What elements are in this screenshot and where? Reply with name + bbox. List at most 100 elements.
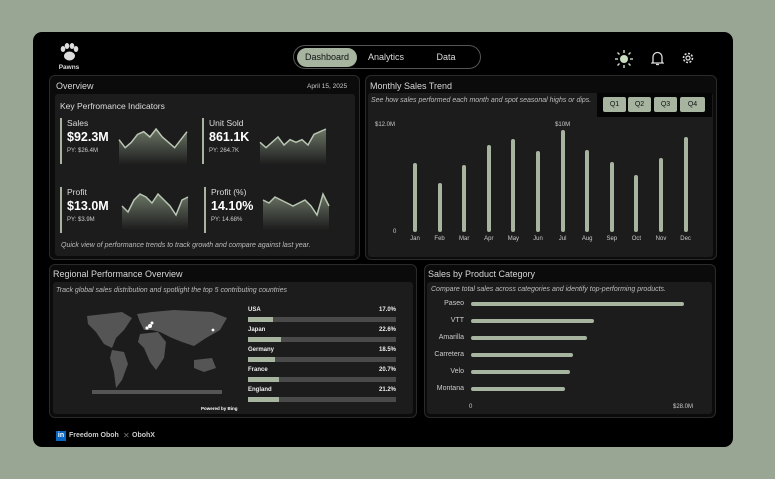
- linkedin-name[interactable]: Freedom Oboh: [69, 432, 119, 439]
- q2-button[interactable]: Q2: [628, 97, 651, 112]
- x-tick-max: $28.0M: [673, 404, 694, 410]
- bar-jul[interactable]: [560, 130, 565, 232]
- y-tick-zero: 0: [393, 229, 397, 235]
- sparkline-line: [259, 128, 327, 149]
- kpi-units: Unit Sold 861.1K PY: 264.7K: [202, 118, 249, 164]
- bar-carretera[interactable]: [471, 353, 573, 357]
- country-name: England: [248, 387, 272, 393]
- country-bar-fill: [248, 357, 276, 362]
- monthly-title: Monthly Sales Trend: [370, 81, 453, 91]
- monthly-subtitle: See how sales performed each month and s…: [371, 97, 592, 104]
- data-label: $10M: [555, 122, 571, 128]
- world-map[interactable]: [82, 308, 232, 396]
- monthly-card: [368, 93, 713, 257]
- profit-pct-sparkline: [262, 191, 330, 230]
- sparkline-line: [118, 127, 188, 149]
- kpi-footer-note: Quick view of performance trends to trac…: [61, 242, 311, 249]
- kpi-label: Sales: [67, 118, 89, 128]
- map-marker-japan: [211, 328, 215, 332]
- category-label: Paseo: [444, 300, 464, 307]
- bar-velo[interactable]: [471, 370, 570, 374]
- regional-title: Regional Performance Overview: [53, 269, 183, 279]
- country-bar-track: [248, 357, 396, 362]
- country-row[interactable]: Japan 22.6%: [248, 327, 396, 342]
- tab-data[interactable]: Data: [436, 52, 456, 62]
- overview-title: Overview: [56, 81, 94, 91]
- tab-dashboard[interactable]: Dashboard: [297, 48, 357, 67]
- bar-amarilla[interactable]: [471, 336, 588, 340]
- bar-feb[interactable]: [437, 182, 442, 232]
- x-tick-label: Nov: [655, 236, 667, 242]
- bar-vtt[interactable]: [471, 319, 594, 323]
- x-tick-zero: 0: [469, 404, 473, 410]
- kpi-value: $92.3M: [67, 130, 109, 144]
- country-name: France: [248, 367, 268, 373]
- country-bar-fill: [248, 397, 280, 402]
- kpi-value: $13.0M: [67, 199, 109, 213]
- kpi-profit: Profit $13.0M PY: $3.9M: [60, 187, 109, 233]
- country-bar-track: [248, 377, 396, 382]
- brand-name: Pawns: [58, 64, 80, 71]
- country-row[interactable]: France 20.7%: [248, 367, 396, 382]
- kpi-py: PY: 264.7K: [209, 148, 240, 154]
- bar-dec[interactable]: [683, 136, 688, 232]
- x-tick-label: Jan: [410, 236, 420, 242]
- bar-aug[interactable]: [585, 149, 590, 232]
- bar-paseo[interactable]: [471, 302, 684, 306]
- x-tick-label: Feb: [434, 236, 445, 242]
- tab-analytics[interactable]: Analytics: [367, 52, 404, 62]
- sparkline-line: [121, 192, 189, 217]
- bar-apr[interactable]: [486, 144, 491, 232]
- x-tick-label: Aug: [581, 236, 593, 242]
- map-marker-germany: [148, 324, 152, 328]
- bar-nov[interactable]: [659, 157, 663, 232]
- brand-logo[interactable]: [58, 42, 80, 67]
- q4-button[interactable]: Q4: [680, 97, 705, 112]
- kpi-value: 861.1K: [209, 130, 250, 144]
- bar-sep[interactable]: [609, 161, 614, 232]
- bar-jan[interactable]: [413, 163, 417, 232]
- category-label: Carretera: [434, 351, 464, 358]
- category-label: Montana: [436, 385, 464, 392]
- country-row[interactable]: USA 17.0%: [248, 307, 396, 322]
- x-tick-label: Jun: [533, 236, 543, 242]
- q1-button[interactable]: Q1: [603, 97, 626, 112]
- sun-icon[interactable]: [615, 50, 633, 68]
- country-row[interactable]: Germany 18.5%: [248, 347, 396, 362]
- regional-subtitle: Track global sales distribution and spot…: [56, 287, 288, 294]
- gear-icon[interactable]: [681, 51, 695, 65]
- product-subtitle: Compare total sales across categories an…: [431, 286, 667, 293]
- map-marker-france: [145, 326, 149, 330]
- x-icon[interactable]: ✕: [123, 431, 130, 440]
- x-handle[interactable]: ObohX: [132, 432, 155, 439]
- country-name: Japan: [248, 327, 266, 333]
- bell-icon[interactable]: [651, 51, 664, 66]
- product-title: Sales by Product Category: [428, 269, 536, 279]
- bar-montana[interactable]: [471, 387, 565, 391]
- linkedin-icon[interactable]: in: [56, 431, 66, 441]
- category-label: Amarilla: [438, 334, 464, 341]
- country-row[interactable]: England 21.2%: [248, 387, 396, 402]
- x-tick-label: Apr: [484, 236, 494, 242]
- map-credit: Powered by Bing: [201, 406, 238, 411]
- country-bar-fill: [248, 317, 274, 322]
- bar-mar[interactable]: [462, 165, 467, 232]
- sparkline-line: [262, 191, 330, 217]
- country-pct: 17.0%: [378, 307, 396, 313]
- y-tick-max: $12.0M: [375, 122, 396, 128]
- x-tick-label: May: [507, 236, 520, 242]
- bar-oct[interactable]: [634, 174, 639, 232]
- country-pct: 18.5%: [378, 347, 396, 353]
- units-sparkline: [259, 128, 327, 165]
- x-tick-label: Mar: [459, 236, 470, 242]
- bar-jun[interactable]: [536, 150, 540, 232]
- x-tick-label: Oct: [631, 236, 642, 242]
- country-name: USA: [248, 307, 261, 313]
- paw-icon: [60, 43, 79, 61]
- x-tick-label: Dec: [680, 236, 691, 242]
- country-pct: 20.7%: [378, 367, 396, 373]
- sparkline-area: [122, 194, 188, 230]
- kpi-title: Key Perfromance Indicators: [60, 101, 165, 111]
- q3-button[interactable]: Q3: [654, 97, 677, 112]
- bar-may[interactable]: [511, 139, 516, 232]
